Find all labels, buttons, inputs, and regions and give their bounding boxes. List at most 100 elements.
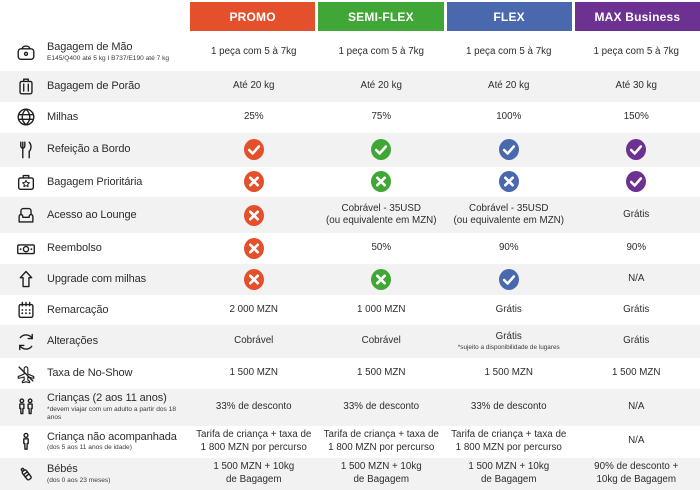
value-text: N/A: [628, 272, 645, 284]
table-row: Milhas 25% 75% 100% 150%: [0, 102, 700, 133]
value-text: 1 500 MZN: [484, 367, 533, 379]
column-header-max-business: MAX Business: [574, 2, 700, 31]
value-text: 1 800 MZN por percurso: [200, 441, 307, 453]
value-cell: [445, 171, 573, 193]
table-row: Bébés (dos 0 aos 23 meses) 1 500 MZN + 10k…: [0, 457, 700, 490]
value-text: Até 20 kg: [233, 79, 275, 91]
value-text: 1 peça com 5 à 7kg: [210, 45, 297, 57]
value-text: 1 peça com 5 à 7kg: [593, 45, 679, 57]
value-text: de Bagagem: [225, 473, 282, 485]
value-cell: Grátis: [573, 335, 700, 348]
value-cell: Grátis *sujeito a disponibilidade de luga…: [445, 331, 573, 353]
row-label-cell: Refeição a Bordo: [0, 138, 190, 162]
value-cell: [190, 268, 318, 290]
row-label: Bébés: [47, 462, 78, 475]
value-text: de Bagagem: [480, 473, 537, 485]
value-cell: Cobrável - 35USD (ou equivalente em MZN): [318, 203, 446, 228]
baby-bottle-icon: [13, 462, 39, 486]
children-icon: [13, 395, 39, 419]
value-cell: 50%: [318, 242, 446, 255]
value-cell: 2 000 MZN: [190, 304, 318, 317]
value-cell: [190, 139, 318, 161]
value-cell: 75%: [318, 111, 446, 124]
row-label: Refeição a Bordo: [47, 143, 131, 156]
value-text: Cobrável: [234, 335, 274, 347]
table-row: Acesso ao Lounge Cobrável - 35USD (ou equi…: [0, 197, 700, 234]
table-row: Criança não acompanhada (dos 5 aos 11 ano…: [0, 426, 700, 458]
value-cell: [445, 139, 573, 161]
row-label: Crianças (2 aos 11 anos): [47, 392, 167, 405]
value-cell: 33% de desconto: [190, 401, 318, 414]
value-text: N/A: [628, 435, 645, 447]
value-cell: 1 500 MZN + 10kg de Bagagem: [445, 461, 573, 486]
value-cell: 150%: [573, 111, 700, 124]
row-label: Bagagem de Porão: [47, 80, 141, 92]
value-text: Cobrável: [361, 335, 401, 347]
cross-icon: [243, 268, 264, 290]
value-cell: Até 30 kg: [573, 80, 700, 93]
value-text: Cobrável - 35USD: [469, 202, 549, 214]
value-text: 100%: [496, 110, 522, 122]
table-row: Alterações Cobrável Cobrável Grátis *sujeito…: [0, 325, 700, 359]
value-cell: [318, 139, 446, 161]
banknote-icon: [13, 237, 39, 261]
value-text: Tarifa de criança + taxa de: [196, 429, 312, 441]
value-cell: N/A: [573, 401, 700, 414]
value-cell: 33% de desconto: [318, 401, 446, 414]
value-cell: Cobrável: [190, 335, 318, 348]
value-text: 50%: [371, 242, 392, 254]
value-cell: [318, 268, 446, 290]
value-text: 10kg de Bagagem: [596, 473, 677, 485]
value-text: 2 000 MZN: [229, 303, 278, 315]
value-cell: Grátis: [573, 209, 700, 222]
value-text: 1 500 MZN + 10kg: [468, 461, 550, 473]
cross-icon: [243, 204, 264, 226]
cutlery-icon: [13, 138, 39, 162]
row-label: Acesso ao Lounge: [47, 208, 137, 221]
calendar-icon: [13, 298, 39, 322]
value-text: 150%: [623, 110, 649, 122]
value-text: Tarifa de criança + taxa de: [451, 429, 567, 441]
value-cell: 25%: [190, 111, 318, 124]
row-label-cell: Reembolso: [0, 237, 190, 261]
value-cell: Tarifa de criança + taxa de 1 800 MZN por…: [190, 429, 318, 454]
table-body: Bagagem de Mão E145/Q400 até 5 kg I B737/…: [0, 33, 700, 490]
value-cell: N/A: [573, 435, 700, 448]
lounge-icon: [13, 203, 39, 227]
value-text: Tarifa de criança + taxa de: [323, 429, 439, 441]
value-cell: [190, 204, 318, 226]
value-cell: [190, 238, 318, 260]
value-text: 1 peça com 5 à 7kg: [465, 45, 552, 57]
check-icon: [498, 139, 519, 161]
value-text: 33% de desconto: [470, 400, 547, 412]
table-row: Upgrade com milhas N/A: [0, 263, 700, 295]
row-label: Bagagem Prioritária: [47, 175, 143, 188]
table-row: Bagagem de Porão Até 20 kg Até 20 kg Até 20…: [0, 71, 700, 102]
value-text: Grátis: [623, 335, 650, 347]
row-sublabel: (dos 0 aos 23 meses): [47, 476, 111, 484]
value-cell: 1 peça com 5 à 7kg: [190, 46, 318, 59]
value-cell: 1 500 MZN + 10kg de Bagagem: [318, 461, 446, 486]
value-text: 1 800 MZN por percurso: [455, 441, 562, 453]
value-cell: 90%: [445, 242, 573, 255]
value-cell: Tarifa de criança + taxa de 1 800 MZN por…: [318, 429, 446, 454]
value-cell: Cobrável: [318, 335, 446, 348]
value-cell: Até 20 kg: [190, 80, 318, 93]
value-text: 75%: [371, 110, 392, 122]
header-row: PROMO SEMI-FLEX FLEX MAX Business: [0, 2, 700, 31]
value-text: 1 500 MZN + 10kg: [213, 461, 295, 473]
row-label: Alterações: [47, 335, 98, 348]
value-cell: Grátis: [573, 304, 700, 317]
value-text: (ou equivalente em MZN): [325, 215, 437, 227]
upgrade-arrow-icon: [13, 267, 39, 291]
value-cell: Grátis: [445, 304, 573, 317]
value-text: 1 500 MZN: [229, 367, 278, 379]
table-row: Taxa de No-Show 1 500 MZN 1 500 MZN 1 500 M…: [0, 358, 700, 389]
row-label-cell: Bagagem de Porão: [0, 74, 190, 98]
value-cell: N/A: [573, 273, 700, 286]
value-cell: 1 500 MZN: [318, 367, 446, 380]
value-text: Até 30 kg: [615, 79, 657, 91]
row-label-cell: Bagagem de Mão E145/Q400 até 5 kg I B737/…: [0, 40, 190, 64]
priority-baggage-icon: [13, 170, 39, 194]
row-sublabel: *devem viajar com um adulto a partir dos…: [47, 405, 177, 422]
